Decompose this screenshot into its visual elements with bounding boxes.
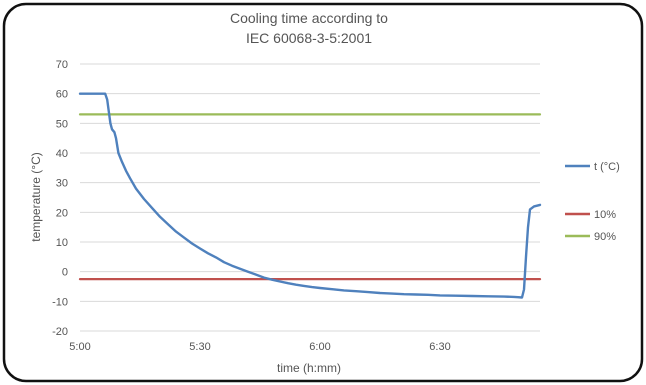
y-axis-label: temperature (°C) (29, 152, 43, 242)
y-tick-label: -10 (52, 296, 68, 308)
x-tick-label: 6:00 (309, 341, 330, 353)
y-tick-label: 30 (56, 178, 68, 190)
chart-title-line-2: IEC 60068-3-5:2001 (246, 30, 372, 46)
y-tick-label: 20 (56, 207, 68, 219)
chart-title-line-1: Cooling time according to (230, 10, 388, 26)
grid-layer (80, 63, 540, 332)
x-tick-label: 5:30 (189, 341, 210, 353)
legend-label-1: 10% (594, 209, 616, 221)
series-line-0 (78, 92, 542, 299)
y-tick-label: -20 (52, 326, 68, 338)
y-tick-label: 40 (56, 148, 68, 160)
y-tick-labels: -20 -10 0 10 20 30 40 50 60 70 (52, 59, 68, 338)
y-tick-label: 50 (56, 118, 68, 130)
x-tick-labels: 5:00 5:30 6:00 6:30 (69, 341, 450, 353)
y-tick-label: 10 (56, 237, 68, 249)
y-tick-label: 70 (56, 59, 68, 71)
legend: t (°C) 10% 90% (565, 161, 620, 243)
y-tick-label: 0 (62, 267, 68, 279)
legend-label-0: t (°C) (594, 161, 620, 173)
x-tick-label: 6:30 (429, 341, 450, 353)
legend-label-2: 90% (594, 231, 616, 243)
x-axis-label: time (h:mm) (277, 361, 341, 375)
series-layer (78, 92, 542, 299)
x-tick-label: 5:00 (69, 341, 90, 353)
y-tick-label: 60 (56, 89, 68, 101)
